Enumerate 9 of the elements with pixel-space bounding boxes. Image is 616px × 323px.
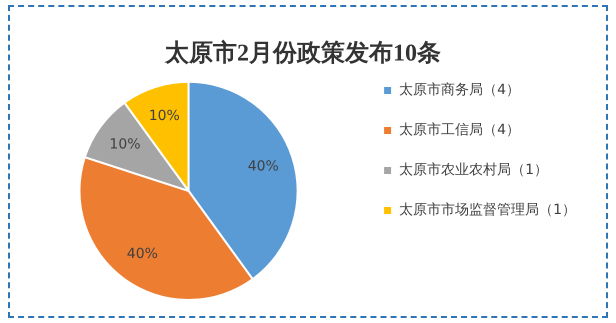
data-label: 40% [126,246,158,262]
legend-label: 太原市工信局（4） [399,122,520,138]
legend-label: 太原市商务局（4） [399,82,520,98]
legend-label: 太原市市场监督管理局（1） [399,202,576,218]
chart-title: 太原市2月份政策发布10条 [164,40,441,67]
legend-label: 太原市农业农村局（1） [399,162,548,178]
data-label: 10% [148,108,180,124]
data-label: 40% [248,158,279,174]
data-label: 10% [109,136,141,152]
